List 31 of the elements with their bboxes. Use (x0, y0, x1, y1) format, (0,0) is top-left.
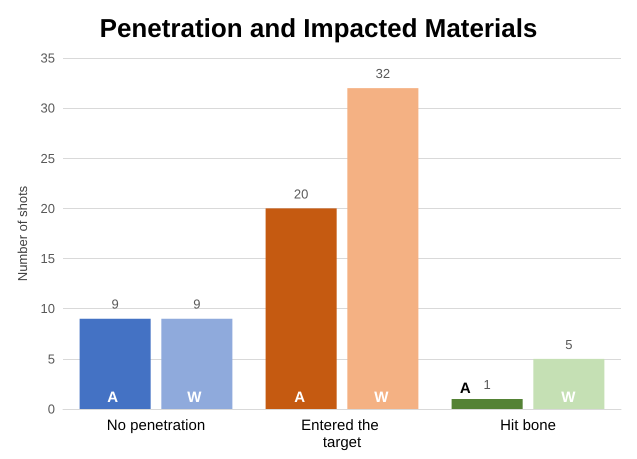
data-label: 20 (294, 186, 308, 202)
y-tick-label: 30 (40, 100, 55, 116)
x-tick-label: No penetration (106, 417, 206, 434)
y-tick-label: 15 (40, 251, 55, 266)
y-tick-label: 25 (40, 150, 55, 166)
y-tick-label: 5 (48, 351, 55, 366)
bar (533, 358, 604, 409)
series-label: W (187, 389, 202, 406)
bar (347, 88, 418, 409)
bar (161, 318, 232, 409)
y-tick-label: 35 (40, 50, 55, 66)
y-axis-title: Number of shots (15, 185, 30, 282)
data-label: 9 (112, 296, 119, 312)
text: W (374, 389, 388, 406)
text: A (294, 389, 306, 406)
text: W (561, 389, 576, 406)
x-tick-label: Hit bone (500, 417, 556, 434)
bar (266, 208, 337, 409)
bar (80, 318, 151, 409)
data-label: 9 (193, 296, 200, 312)
y-tick-label: 10 (40, 301, 55, 316)
data-label: 1 (484, 376, 491, 392)
chart-title: Penetration and Impacted Materials (100, 13, 538, 43)
text: A (107, 389, 118, 406)
y-tick-label: 0 (48, 402, 55, 416)
x-tick-label: Entered the target (301, 417, 383, 451)
data-label: 5 (565, 336, 572, 352)
data-label: 32 (376, 66, 390, 82)
bar (452, 398, 523, 409)
series-label: A (460, 380, 471, 397)
y-tick-label: 20 (40, 200, 55, 216)
